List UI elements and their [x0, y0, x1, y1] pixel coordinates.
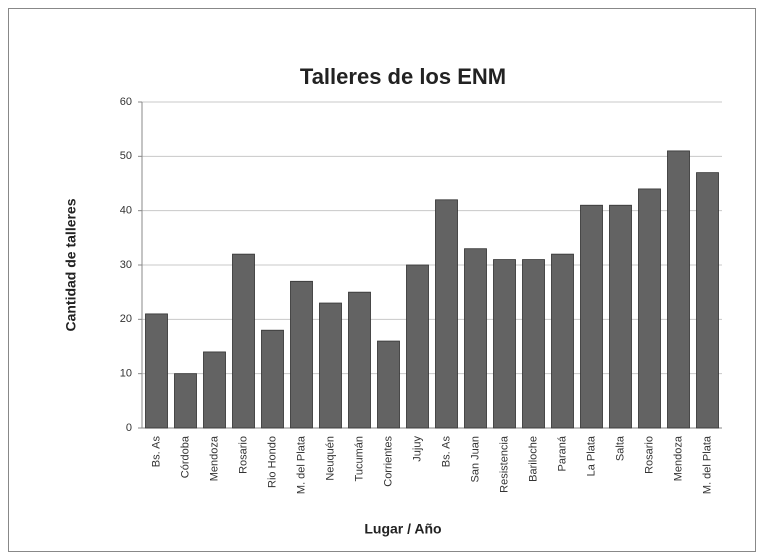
x-tick-label: Neuquén	[324, 436, 336, 481]
x-tick-label: Bs. As	[440, 436, 452, 468]
bar	[348, 291, 371, 429]
bar	[493, 259, 516, 429]
bar	[638, 188, 661, 429]
bar	[609, 204, 632, 429]
chart-title: Talleres de los ENM	[300, 64, 506, 89]
x-axis-label: Lugar / Año	[364, 521, 441, 537]
bar	[435, 199, 458, 429]
bar	[667, 150, 690, 429]
x-tick-label: San Juan	[469, 436, 481, 482]
bar	[174, 373, 197, 429]
y-tick-label: 60	[120, 96, 132, 108]
y-axis-label: Cantidad de talleres	[63, 198, 79, 331]
bar	[551, 253, 574, 429]
x-tick-label: Tucumán	[353, 436, 365, 481]
x-tick-label: Rio Hondo	[266, 436, 278, 488]
x-tick-label: Córdoba	[179, 435, 191, 478]
x-tick-label: Paraná	[556, 435, 568, 471]
y-tick-label: 40	[120, 205, 132, 217]
bar	[696, 172, 719, 429]
y-tick-label: 20	[120, 313, 132, 325]
bar	[232, 253, 255, 429]
x-tick-label: Rosario	[643, 436, 655, 474]
bar	[522, 259, 545, 429]
bar	[145, 313, 168, 429]
x-tick-label: Salta	[614, 435, 626, 461]
bar	[290, 280, 313, 429]
x-tick-label: Mendoza	[672, 435, 684, 481]
bar	[377, 340, 400, 429]
y-tick-label: 10	[120, 368, 132, 380]
bar	[319, 302, 342, 429]
x-tick-label: Resistencia	[498, 435, 510, 493]
bar	[203, 351, 226, 429]
y-tick-label: 30	[120, 259, 132, 271]
x-tick-label: M. del Plata	[701, 435, 713, 494]
x-tick-label: La Plata	[585, 435, 597, 476]
x-tick-label: Bs. As	[150, 436, 162, 468]
x-tick-label: Rosario	[237, 436, 249, 474]
bar	[261, 329, 284, 429]
bar	[464, 248, 487, 429]
x-tick-label: Mendoza	[208, 435, 220, 481]
x-tick-label: Bariloche	[527, 436, 539, 482]
y-tick-label: 50	[120, 150, 132, 162]
x-tick-label: Jujuy	[411, 436, 423, 462]
bar	[406, 264, 429, 429]
bar	[580, 204, 603, 429]
x-tick-label: Corrientes	[382, 436, 394, 487]
x-tick-label: M. del Plata	[295, 435, 307, 494]
y-tick-label: 0	[126, 422, 132, 434]
